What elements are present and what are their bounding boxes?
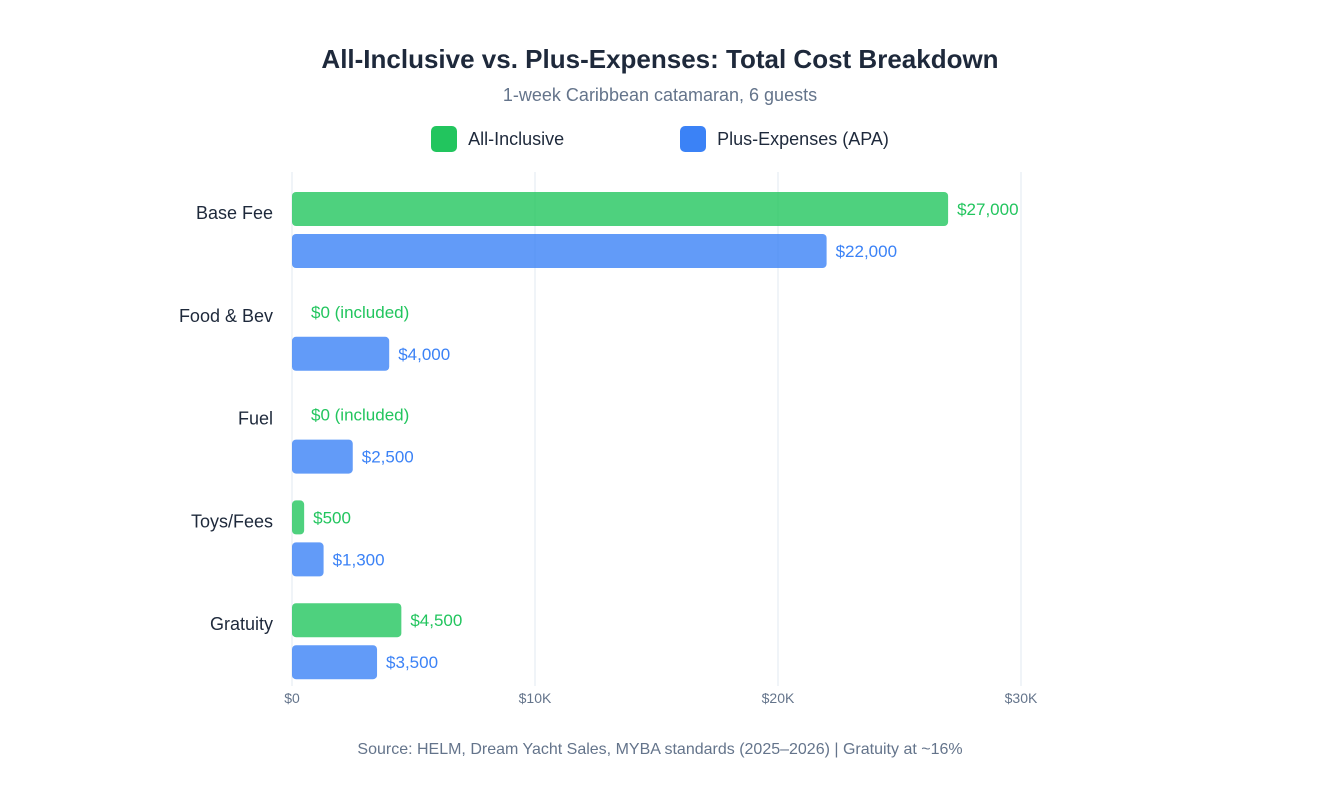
data-label: $4,000	[398, 345, 450, 364]
x-tick-label: $10K	[519, 690, 552, 706]
bar-all-inclusive	[292, 603, 402, 638]
data-label: $0 (included)	[311, 303, 409, 322]
bar-plus-expenses	[292, 336, 390, 371]
bar-plus-expenses	[292, 439, 353, 474]
bar-plus-expenses	[292, 645, 378, 680]
data-label: $3,500	[386, 653, 438, 672]
chart-title: All-Inclusive vs. Plus-Expenses: Total C…	[321, 44, 999, 74]
data-label: $2,500	[362, 448, 414, 467]
data-label: $1,300	[333, 550, 385, 569]
legend-swatch-plus-expenses	[680, 126, 707, 152]
legend: All-Inclusive Plus-Expenses (APA)	[0, 126, 1320, 152]
category-label: Food & Bev	[179, 306, 273, 326]
legend-swatch-all-inclusive	[431, 126, 458, 152]
bar-plus-expenses	[292, 234, 827, 268]
category-label: Base Fee	[196, 203, 273, 223]
legend-item-all-inclusive: All-Inclusive	[431, 126, 564, 152]
data-label: $500	[313, 508, 351, 527]
bar-all-inclusive	[292, 192, 949, 226]
category-label: Gratuity	[210, 614, 273, 634]
x-tick-label: $0	[284, 690, 300, 706]
source-note: Source: HELM, Dream Yacht Sales, MYBA st…	[357, 741, 963, 758]
data-label: $0 (included)	[311, 406, 409, 425]
bar-plus-expenses	[292, 542, 324, 577]
category-label: Toys/Fees	[191, 511, 273, 531]
legend-label: Plus-Expenses (APA)	[717, 128, 889, 149]
chart-subtitle: 1-week Caribbean catamaran, 6 guests	[502, 85, 818, 105]
x-tick-label: $20K	[762, 690, 795, 706]
data-label: $4,500	[410, 611, 462, 630]
data-label: $22,000	[836, 242, 897, 261]
x-tick-label: $30K	[1005, 690, 1038, 706]
category-label: Fuel	[238, 409, 273, 429]
bar-all-inclusive	[292, 500, 305, 535]
legend-label: All-Inclusive	[468, 128, 565, 149]
legend-item-plus-expenses: Plus-Expenses (APA)	[680, 126, 889, 152]
data-label: $27,000	[957, 200, 1018, 219]
